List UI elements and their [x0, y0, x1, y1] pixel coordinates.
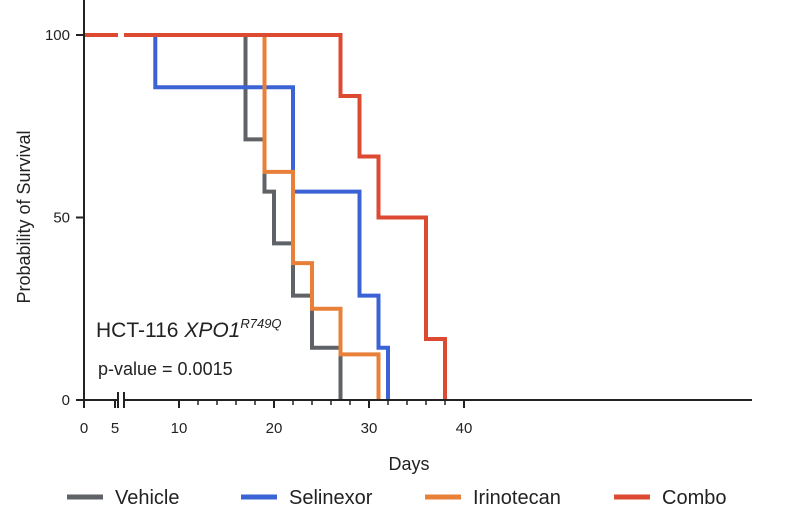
axes: 0 50 100 0 5 10 20 30 40 [45, 0, 752, 437]
cell-line-annotation: HCT-116 XPO1R749Q [96, 316, 282, 342]
legend: Vehicle Selinexor Irinotecan Combo [67, 487, 726, 509]
legend-item-irinotecan: Irinotecan [425, 487, 561, 509]
mutation-superscript: R749Q [240, 316, 281, 331]
series-irinotecan-line [84, 33, 381, 400]
legend-item-combo: Combo [614, 487, 726, 509]
x-tick-label: 30 [361, 420, 378, 437]
x-tick-label: 20 [266, 420, 283, 437]
cell-line-text: HCT-116 [96, 319, 184, 342]
legend-label-combo: Combo [662, 487, 726, 509]
series-combo-break-gap [118, 31, 124, 39]
legend-item-vehicle: Vehicle [67, 487, 180, 509]
series-selinexor-line [84, 33, 390, 400]
y-axis-title: Probability of Survival [14, 130, 34, 303]
x-tick-label: 10 [171, 420, 188, 437]
series-vehicle-line [84, 33, 343, 400]
series-layer [84, 31, 447, 400]
y-tick-label: 50 [53, 210, 70, 227]
legend-label-vehicle: Vehicle [115, 487, 180, 509]
x-axis-title: Days [388, 454, 429, 474]
x-tick-label: 0 [80, 420, 88, 437]
legend-item-selinexor: Selinexor [241, 487, 373, 509]
y-tick-label: 100 [45, 27, 70, 44]
x-tick-label: 5 [111, 420, 119, 437]
y-tick-label: 0 [62, 392, 70, 409]
annotation-group: HCT-116 XPO1R749Q p-value = 0.0015 [96, 316, 282, 379]
legend-label-selinexor: Selinexor [289, 487, 373, 509]
legend-label-irinotecan: Irinotecan [473, 487, 561, 509]
series-combo-line [84, 33, 447, 400]
x-tick-label: 40 [456, 420, 473, 437]
gene-text: XPO1 [183, 319, 240, 342]
p-value-annotation: p-value = 0.0015 [98, 359, 233, 379]
